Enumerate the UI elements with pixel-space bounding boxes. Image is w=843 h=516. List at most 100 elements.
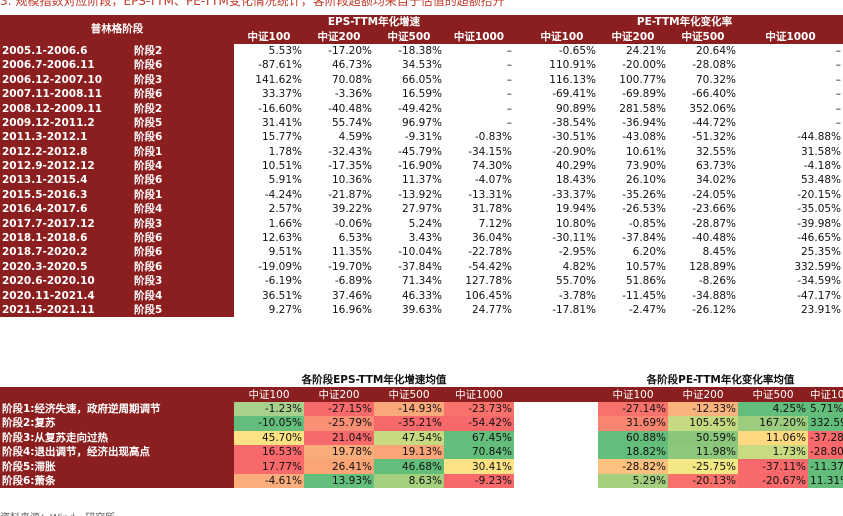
gap-cell: [514, 144, 527, 159]
pe-value-cell: -69.41%: [526, 86, 599, 102]
summary-row: 阶段6:萧条 -4.61% 13.93% 8.63% -9.23% 5.29% -20.13…: [0, 473, 843, 489]
summary-pe-cell: 5.29%: [598, 473, 669, 489]
gap-cell: [514, 274, 527, 289]
summary-pe-cell: -12.33%: [668, 401, 739, 417]
pe-value-cell: -30.51%: [526, 130, 599, 145]
gap-cell: [514, 43, 527, 59]
pe-value-cell: 18.43%: [526, 173, 599, 188]
pe-value-cell: -44.72%: [668, 115, 739, 131]
pe-value-cell: –: [738, 72, 843, 87]
phase-cell: 阶段1: [132, 187, 234, 203]
period-cell: 2013.1-2015.4: [0, 173, 132, 188]
eps-value-cell: 33.37%: [234, 86, 304, 102]
eps-value-cell: 5.91%: [234, 173, 304, 188]
summary-eps-cell: 17.77%: [234, 459, 304, 474]
pe-value-cell: 63.73%: [668, 158, 739, 174]
pe-value-cell: 100.77%: [598, 72, 669, 87]
table-row: 2016.4-2017.6 阶段4 2.57% 39.22% 27.97% 31.78% 1…: [0, 202, 843, 217]
header-gap: [514, 29, 527, 44]
pe-value-cell: 53.48%: [738, 173, 843, 188]
period-cell: 2018.7-2020.2: [0, 245, 132, 260]
eps-value-cell: 15.77%: [234, 130, 304, 145]
pe-value-cell: -39.98%: [738, 216, 843, 231]
summary-eps-cell: -54.42%: [444, 416, 515, 431]
eps-value-cell: –: [444, 86, 515, 102]
summary-pe-cell: -20.67%: [738, 473, 809, 489]
summary-phase-label: 阶段5:滞胀: [0, 459, 234, 474]
summary-eps-cell: -25.79%: [304, 416, 374, 431]
summary-eps-cell: 47.54%: [374, 430, 444, 445]
eps-value-cell: -37.84%: [374, 259, 444, 275]
phase-cell: 阶段6: [132, 58, 234, 73]
summary-eps-col-header: 中证500: [374, 387, 444, 402]
summary-pe-cell: 11.06%: [738, 430, 809, 445]
pe-value-cell: 281.58%: [598, 101, 669, 116]
phase-cell: 阶段3: [132, 72, 234, 87]
period-cell: 2008.12-2009.11: [0, 101, 132, 116]
summary-eps-col-header: 中证200: [304, 387, 374, 402]
pe-value-cell: 70.32%: [668, 72, 739, 87]
top-table: 普林格阶段 EPS-TTM年化增速 PE-TTM年化变化率 中证100 中证20…: [0, 15, 843, 318]
summary-pe-col-header: 中证200: [668, 387, 739, 402]
pe-value-cell: -47.17%: [738, 288, 843, 303]
phase-cell: 阶段5: [132, 115, 234, 131]
pe-value-cell: -35.26%: [598, 187, 669, 203]
summary-pe-cell: 4.25%: [738, 401, 809, 417]
pe-value-cell: 332.59%: [738, 259, 843, 275]
table-row: 2017.7-2017.12 阶段3 1.66% -0.06% 5.24% 7.12% 10…: [0, 216, 843, 231]
pe-value-cell: -28.08%: [668, 58, 739, 73]
eps-value-cell: 31.41%: [234, 115, 304, 131]
table-row: 2013.1-2015.4 阶段6 5.91% 10.36% 11.37% -4.07% 1…: [0, 173, 843, 188]
eps-col-header: 中证200: [304, 29, 374, 44]
summary-pe-cell: -37.28%: [808, 430, 843, 445]
top-header-row-2: 中证100 中证200 中证500 中证1000 中证100 中证200 中证5…: [0, 29, 843, 44]
pe-value-cell: –: [738, 86, 843, 102]
summary-pe-col-header: 中证500: [738, 387, 809, 402]
pe-value-cell: -35.05%: [738, 202, 843, 217]
period-cell: 2012.2-2012.8: [0, 144, 132, 159]
period-cell: 2015.5-2016.3: [0, 187, 132, 203]
summary-eps-cell: 19.13%: [374, 444, 444, 460]
eps-value-cell: 11.35%: [304, 245, 374, 260]
summary-row: 阶段1:经济失速，政府逆周期调节 -1.23% -27.15% -14.93% -23.…: [0, 401, 843, 417]
eps-value-cell: 141.62%: [234, 72, 304, 87]
eps-value-cell: 46.73%: [304, 58, 374, 73]
phase-cell: 阶段4: [132, 202, 234, 217]
summary-title-row: 各阶段EPS-TTM年化增速均值 各阶段PE-TTM年化变化率均值: [0, 373, 843, 388]
summary-pe-cell: -28.82%: [598, 459, 669, 474]
footnote: 资料来源：Wind，研究所: [0, 509, 843, 516]
pe-value-cell: -38.54%: [526, 115, 599, 131]
summary-pe-cell: 18.82%: [598, 444, 669, 460]
phase-cell: 阶段2: [132, 43, 234, 59]
pe-value-cell: 40.29%: [526, 158, 599, 174]
eps-value-cell: 6.53%: [304, 230, 374, 246]
eps-value-cell: 11.37%: [374, 173, 444, 188]
pe-value-cell: 19.94%: [526, 202, 599, 217]
gap-cell: [514, 230, 527, 246]
pe-value-cell: 110.91%: [526, 58, 599, 73]
phase-cell: 阶段6: [132, 173, 234, 188]
table-row: 2009.12-2011.2 阶段5 31.41% 55.74% 96.97% – -38.…: [0, 115, 843, 131]
summary-pe-cell: 60.88%: [598, 430, 669, 445]
summary-phase-label: 阶段1:经济失速，政府逆周期调节: [0, 401, 234, 417]
eps-value-cell: -22.78%: [444, 245, 515, 260]
eps-value-cell: 7.12%: [444, 216, 515, 231]
gap-cell: [514, 216, 527, 231]
eps-value-cell: 16.96%: [304, 302, 374, 318]
pe-value-cell: -0.65%: [526, 43, 599, 59]
period-cell: 2005.1-2006.6: [0, 43, 132, 59]
pe-value-cell: 20.64%: [668, 43, 739, 59]
phase-cell: 阶段1: [132, 144, 234, 159]
pe-value-cell: 55.70%: [526, 274, 599, 289]
eps-value-cell: –: [444, 58, 515, 73]
eps-value-cell: –: [444, 115, 515, 131]
summary-eps-col-header: 中证100: [234, 387, 304, 402]
summary-eps-cell: -4.61%: [234, 473, 304, 489]
pe-value-cell: -3.78%: [526, 288, 599, 303]
eps-value-cell: 1.78%: [234, 144, 304, 159]
figure-caption: 3: 规模指数对应阶段，EPS-TTM、PE-TTM变化情况统计，客阶段超额均来…: [0, 0, 505, 8]
table-row: 2012.9-2012.12 阶段4 10.51% -17.35% -16.90% 74.…: [0, 158, 843, 174]
eps-value-cell: -4.24%: [234, 187, 304, 203]
summary-eps-cell: 30.41%: [444, 459, 515, 474]
pe-value-cell: -46.65%: [738, 230, 843, 246]
